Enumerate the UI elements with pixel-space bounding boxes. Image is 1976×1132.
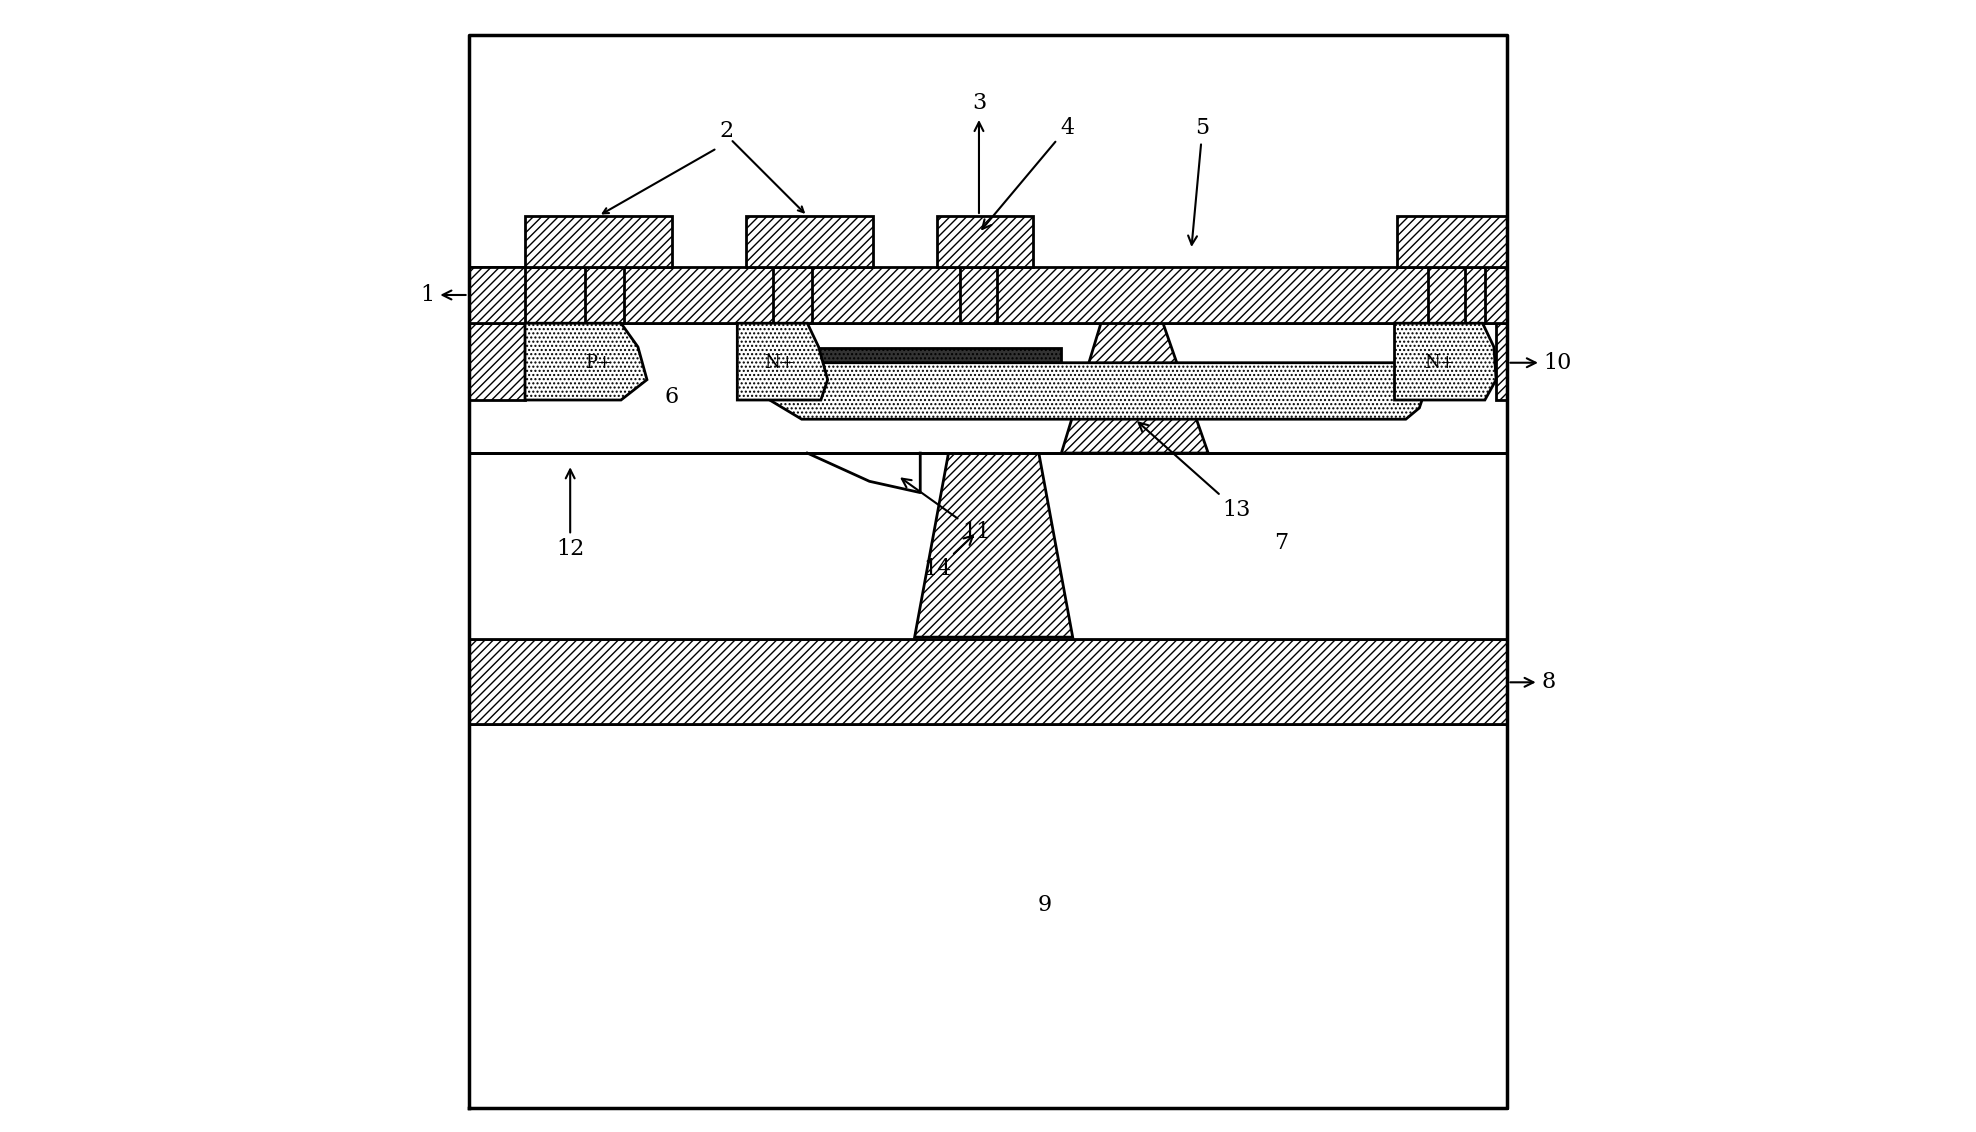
Polygon shape xyxy=(526,324,646,400)
Text: N+: N+ xyxy=(1425,353,1454,371)
Text: 11: 11 xyxy=(901,479,990,543)
Text: 8: 8 xyxy=(1510,671,1555,693)
Text: 9: 9 xyxy=(1037,894,1051,916)
Bar xyxy=(1496,324,1508,400)
Text: 12: 12 xyxy=(555,470,585,560)
Bar xyxy=(812,348,1061,368)
Bar xyxy=(468,724,1508,1108)
Bar xyxy=(937,216,1033,267)
Bar xyxy=(468,267,526,324)
Polygon shape xyxy=(1395,324,1496,400)
Text: 13: 13 xyxy=(1138,422,1251,521)
Bar xyxy=(747,216,873,267)
Bar xyxy=(468,453,1508,640)
Bar xyxy=(1397,216,1508,267)
Polygon shape xyxy=(737,324,828,400)
Text: P+: P+ xyxy=(585,353,613,371)
Text: 3: 3 xyxy=(972,93,986,213)
Bar xyxy=(773,267,812,324)
Bar xyxy=(468,640,1508,724)
Bar xyxy=(585,267,624,324)
Text: 10: 10 xyxy=(1510,352,1573,374)
Polygon shape xyxy=(769,362,1425,419)
Bar xyxy=(468,324,526,400)
Text: 1: 1 xyxy=(421,284,466,306)
Text: 2: 2 xyxy=(719,120,733,143)
Bar xyxy=(468,324,1508,453)
Bar xyxy=(468,267,1508,324)
Polygon shape xyxy=(915,453,1073,637)
Bar xyxy=(960,267,998,324)
Text: 4: 4 xyxy=(982,117,1075,229)
Text: N+: N+ xyxy=(763,353,794,371)
Bar xyxy=(526,216,672,267)
Text: 6: 6 xyxy=(664,386,680,408)
Text: 14: 14 xyxy=(923,535,972,581)
Polygon shape xyxy=(1061,324,1207,453)
Text: 7: 7 xyxy=(1275,532,1288,555)
Bar xyxy=(1484,267,1508,324)
Bar xyxy=(1429,267,1464,324)
Text: 5: 5 xyxy=(1188,117,1209,245)
